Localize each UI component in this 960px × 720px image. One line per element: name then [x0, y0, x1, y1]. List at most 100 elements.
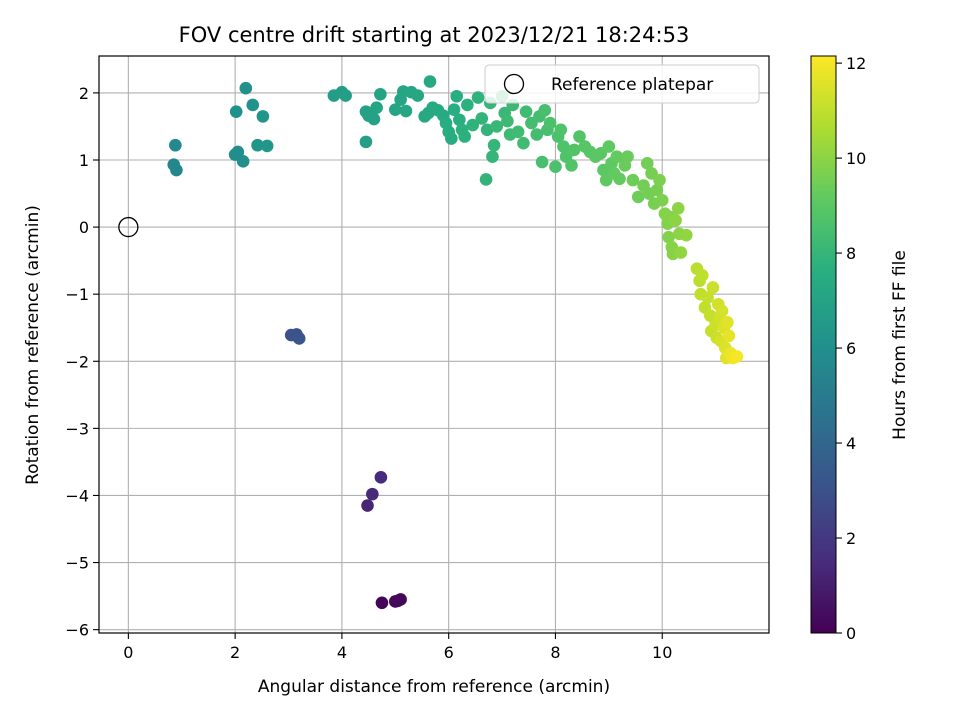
y-axis-ticks: −6 −5 −4 −3 −2 −1 0 1 2: [65, 84, 99, 640]
data-point: [256, 110, 270, 123]
data-points: [167, 75, 744, 610]
data-point: [367, 112, 381, 126]
data-point: [653, 173, 666, 187]
data-point: [610, 150, 624, 163]
data-point: [549, 160, 562, 174]
data-point: [423, 75, 437, 88]
x-tick-label: 4: [337, 643, 347, 662]
grid-lines: [99, 56, 769, 633]
legend-box: [484, 64, 760, 104]
reference-marker: [118, 216, 139, 238]
data-point: [701, 291, 714, 304]
data-point: [480, 123, 494, 137]
data-point: [411, 89, 425, 102]
data-point: [251, 138, 264, 152]
colorbar-tick-label: 2: [846, 529, 856, 548]
data-point: [260, 139, 274, 153]
data-point: [535, 155, 549, 169]
data-point: [359, 135, 373, 149]
data-point: [487, 138, 501, 152]
data-point: [538, 104, 552, 117]
data-point: [370, 101, 383, 114]
data-point: [511, 125, 525, 139]
data-point: [339, 89, 352, 102]
data-point: [170, 163, 183, 177]
data-point: [530, 128, 544, 141]
colorbar-label: Hours from first FF file: [890, 250, 910, 440]
data-point: [662, 230, 675, 244]
data-point: [655, 193, 669, 207]
data-point: [374, 87, 387, 101]
x-tick-label: 2: [230, 643, 240, 662]
data-point: [479, 173, 493, 186]
data-point: [361, 499, 374, 512]
data-point: [730, 350, 744, 363]
data-point: [573, 130, 586, 143]
data-point: [445, 132, 458, 145]
data-point: [450, 89, 463, 103]
colorbar-tick-label: 8: [846, 244, 856, 263]
data-point: [706, 281, 720, 294]
data-point: [602, 140, 616, 153]
colorbar-tick-label: 10: [846, 149, 866, 168]
data-point: [557, 140, 570, 153]
data-point: [388, 103, 402, 116]
colorbar-tick-label: 0: [846, 624, 856, 643]
chart-title: FOV centre drift starting at 2023/12/21 …: [179, 23, 690, 47]
y-tick-label: 2: [79, 84, 89, 103]
y-tick-label: −6: [65, 621, 89, 640]
y-axis-label: Rotation from reference (arcmin): [23, 205, 43, 485]
y-tick-label: −2: [65, 352, 89, 371]
data-point: [292, 332, 306, 345]
x-tick-label: 0: [123, 643, 133, 662]
colorbar-tick-label: 4: [846, 434, 856, 453]
y-tick-label: −3: [65, 419, 89, 438]
data-point: [565, 159, 578, 172]
data-point: [391, 594, 405, 608]
x-axis-label: Angular distance from reference (arcmin): [258, 677, 610, 697]
legend-entry-reference-platepar: Reference platepar: [551, 75, 713, 95]
data-point: [695, 269, 709, 282]
data-point: [650, 183, 664, 197]
data-point: [239, 81, 253, 95]
data-point: [169, 138, 182, 152]
y-tick-label: 0: [79, 218, 89, 237]
colorbar-tick-label: 12: [846, 54, 866, 73]
x-tick-label: 8: [550, 643, 560, 662]
data-point: [366, 487, 379, 501]
colorbar-gradient: [810, 55, 837, 634]
data-point: [613, 172, 626, 186]
legend-reference-marker: [503, 73, 525, 95]
data-point: [519, 105, 533, 118]
data-point: [543, 116, 557, 130]
data-point: [458, 130, 471, 143]
colorbar-ticks: 0 2 4 6 8 10 12: [836, 54, 866, 643]
data-point: [679, 228, 693, 242]
data-point: [517, 136, 530, 150]
legend: Reference platepar: [484, 64, 760, 104]
x-tick-label: 6: [444, 643, 454, 662]
data-point: [715, 304, 729, 318]
reference-platepar-marker: [118, 216, 139, 238]
data-point: [447, 103, 461, 116]
data-point: [631, 190, 645, 204]
data-point: [554, 123, 568, 137]
colorbar-tick-label: 6: [846, 339, 856, 358]
colorbar: 0 2 4 6 8 10 12 Hours from first FF file: [810, 54, 910, 643]
data-point: [453, 113, 466, 127]
y-tick-label: −5: [65, 554, 89, 573]
data-point: [621, 150, 634, 163]
data-point: [229, 105, 243, 118]
x-axis-ticks: 0 2 4 6 8 10: [123, 633, 672, 662]
data-point: [375, 596, 389, 610]
data-point: [374, 471, 388, 484]
y-tick-label: 1: [79, 151, 89, 170]
data-point: [231, 145, 245, 159]
data-point: [246, 98, 260, 112]
data-point: [722, 329, 736, 343]
data-point: [567, 143, 581, 157]
data-point: [399, 104, 413, 118]
y-tick-label: −4: [65, 486, 89, 505]
data-point: [671, 202, 685, 215]
